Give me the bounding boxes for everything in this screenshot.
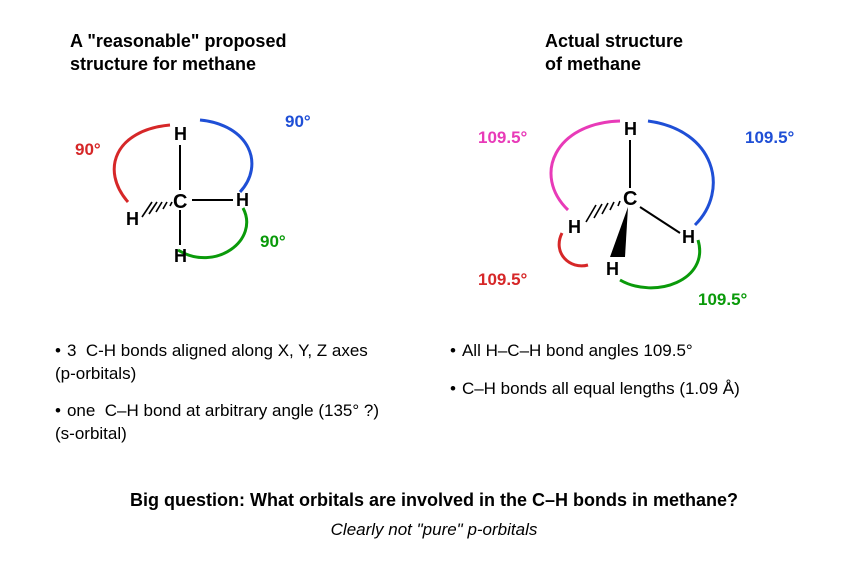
r-atom-h-right: H [682,227,695,247]
right-title: Actual structure of methane [545,30,683,77]
atom-h-right: H [236,190,249,210]
atom-c: C [173,191,187,213]
r-bond-right [640,207,680,233]
right-angle-red-label: 109.5° [478,270,527,290]
r-bond-hash [586,201,620,222]
left-angle-green-label: 90° [260,232,286,252]
right-arc-magenta [551,121,620,210]
bond-wedge-hash [142,202,172,217]
r-bond-wedge [610,207,628,257]
left-angle-red-label: 90° [75,140,101,160]
right-angle-blue-label: 109.5° [745,128,794,148]
right-arc-blue [648,121,713,225]
left-arc-blue [200,120,252,192]
right-angle-green-label: 109.5° [698,290,747,310]
left-arc-red [114,125,170,202]
left-bullet-0: 3 C-H bonds aligned along X, Y, Z axes (… [55,340,368,386]
right-bullet-1: C–H bonds all equal lengths (1.09 Å) [450,378,740,401]
r-atom-h-front: H [606,259,619,279]
big-question: Big question: What orbitals are involved… [0,490,868,511]
atom-h-bottom: H [174,246,187,266]
subnote: Clearly not "pure" p-orbitals [0,520,868,540]
left-bullet-1: one C–H bond at arbitrary angle (135° ?)… [55,400,379,446]
atom-h-backleft: H [126,209,139,229]
left-arc-green [178,208,247,258]
r-atom-h-backleft: H [568,217,581,237]
left-title: A "reasonable" proposed structure for me… [70,30,286,77]
right-bullet-0: All H–C–H bond angles 109.5° [450,340,693,363]
left-angle-blue-label: 90° [285,112,311,132]
r-atom-c: C [623,188,637,210]
right-angle-magenta-label: 109.5° [478,128,527,148]
right-arc-green [620,240,700,288]
right-arc-red [559,233,588,266]
atom-h-top: H [174,124,187,144]
r-atom-h-top: H [624,119,637,139]
